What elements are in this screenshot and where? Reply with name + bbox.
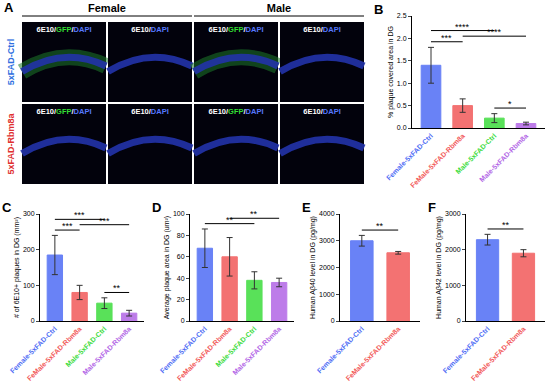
svg-text:300: 300 <box>23 210 35 217</box>
svg-text:Human Aβ40 level in DG (pg/mg): Human Aβ40 level in DG (pg/mg) <box>309 216 317 319</box>
svg-text:200: 200 <box>23 246 35 253</box>
svg-text:Male-5xFAD-Rbm8a: Male-5xFAD-Rbm8a <box>478 132 529 183</box>
svg-text:**: ** <box>113 283 121 293</box>
svg-text:****: **** <box>455 22 470 32</box>
svg-text:5xFAD-Ctrl: 5xFAD-Ctrl <box>6 39 16 86</box>
svg-text:6E10/DAPI: 6E10/DAPI <box>303 107 341 116</box>
svg-text:6E10/DAPI: 6E10/DAPI <box>131 25 169 34</box>
svg-text:2000: 2000 <box>445 246 461 253</box>
svg-text:Male: Male <box>267 2 291 14</box>
svg-text:***: *** <box>441 33 452 43</box>
html-text:C: C <box>2 200 12 215</box>
svg-text:*: * <box>508 99 512 109</box>
svg-text:80: 80 <box>177 232 185 239</box>
svg-text:Average plaque area in DG (um²: Average plaque area in DG (um²) <box>163 216 171 319</box>
svg-text:***: *** <box>62 221 73 231</box>
svg-text:6E10/GFP/DAPI: 6E10/GFP/DAPI <box>36 25 91 34</box>
svg-text:Female-5xFAD-Ctrl: Female-5xFAD-Ctrl <box>441 325 490 374</box>
svg-text:0.0: 0.0 <box>397 124 407 131</box>
svg-text:FeMale-5xFAD-Rbm8a: FeMale-5xFAD-Rbm8a <box>176 325 233 382</box>
svg-text:6E10/GFP/DAPI: 6E10/GFP/DAPI <box>208 25 263 34</box>
html-text:A: A <box>4 0 14 15</box>
svg-text:FeMale-5xFAD-Rbm8a: FeMale-5xFAD-Rbm8a <box>26 325 83 382</box>
svg-text:0.5: 0.5 <box>397 102 407 109</box>
svg-text:% plaque covered area in DG: % plaque covered area in DG <box>387 26 395 118</box>
svg-text:***: *** <box>99 216 110 226</box>
svg-text:Human Aβ42 level in DG (pg/mg): Human Aβ42 level in DG (pg/mg) <box>435 216 443 319</box>
svg-text:Male-5xFAD-Rbm8a: Male-5xFAD-Rbm8a <box>81 325 132 376</box>
svg-text:2.0: 2.0 <box>397 35 407 42</box>
svg-text:Female-5xFAD-Ctrl: Female-5xFAD-Ctrl <box>9 325 58 374</box>
svg-text:6E10/DAPI: 6E10/DAPI <box>131 107 169 116</box>
svg-text:# of 6E10+ plaques in DG (mm²): # of 6E10+ plaques in DG (mm²) <box>13 217 21 318</box>
svg-text:FeMale-5xFAD-Rbm8a: FeMale-5xFAD-Rbm8a <box>409 132 466 189</box>
svg-text:Female-5xFAD-Ctrl: Female-5xFAD-Ctrl <box>316 325 365 374</box>
svg-text:1.5: 1.5 <box>397 57 407 64</box>
svg-text:Female: Female <box>88 2 126 14</box>
svg-text:Male-5xFAD-Ctrl: Male-5xFAD-Ctrl <box>214 325 257 368</box>
svg-text:Male-5xFAD-Ctrl: Male-5xFAD-Ctrl <box>64 325 107 368</box>
svg-text:Male-5xFAD-Rbm8a: Male-5xFAD-Rbm8a <box>231 325 282 376</box>
svg-text:4000: 4000 <box>319 210 335 217</box>
svg-text:**: ** <box>376 221 384 231</box>
svg-text:FeMale-5xFAD-Rbm8a: FeMale-5xFAD-Rbm8a <box>470 325 527 382</box>
html-text:F: F <box>428 200 436 215</box>
svg-text:2.5: 2.5 <box>397 12 407 19</box>
svg-text:6E10/GFP/DAPI: 6E10/GFP/DAPI <box>36 107 91 116</box>
svg-text:0: 0 <box>457 317 461 324</box>
html-text:E: E <box>302 200 311 215</box>
svg-text:40: 40 <box>177 275 185 282</box>
svg-text:100: 100 <box>23 282 35 289</box>
svg-text:60: 60 <box>177 253 185 260</box>
svg-text:FeMale-5xFAD-Rbm8a: FeMale-5xFAD-Rbm8a <box>344 325 401 382</box>
svg-text:Male-5xFAD-Ctrl: Male-5xFAD-Ctrl <box>454 132 497 175</box>
html-text:B: B <box>374 2 384 17</box>
svg-text:0: 0 <box>181 317 185 324</box>
html-text:D: D <box>152 200 162 215</box>
svg-text:**: ** <box>250 209 258 219</box>
svg-text:0: 0 <box>331 317 335 324</box>
svg-text:1.0: 1.0 <box>397 80 407 87</box>
svg-text:**: ** <box>502 220 510 230</box>
svg-text:0: 0 <box>31 317 35 324</box>
svg-text:6E10/DAPI: 6E10/DAPI <box>303 25 341 34</box>
svg-text:3000: 3000 <box>319 237 335 244</box>
svg-text:****: **** <box>487 27 502 37</box>
svg-text:Female-5xFAD-Ctrl: Female-5xFAD-Ctrl <box>159 325 208 374</box>
svg-text:6E10/GFP/DAPI: 6E10/GFP/DAPI <box>208 107 263 116</box>
svg-text:5xFAD-Rbm8a: 5xFAD-Rbm8a <box>6 113 16 175</box>
svg-text:**: ** <box>226 215 234 225</box>
svg-text:Female-5xFAD-Ctrl: Female-5xFAD-Ctrl <box>385 132 434 181</box>
svg-text:20: 20 <box>177 296 185 303</box>
svg-text:***: *** <box>74 210 85 220</box>
svg-text:1000: 1000 <box>445 282 461 289</box>
svg-text:1000: 1000 <box>319 291 335 298</box>
svg-text:2000: 2000 <box>319 264 335 271</box>
svg-text:3000: 3000 <box>445 210 461 217</box>
svg-text:100: 100 <box>173 210 185 217</box>
